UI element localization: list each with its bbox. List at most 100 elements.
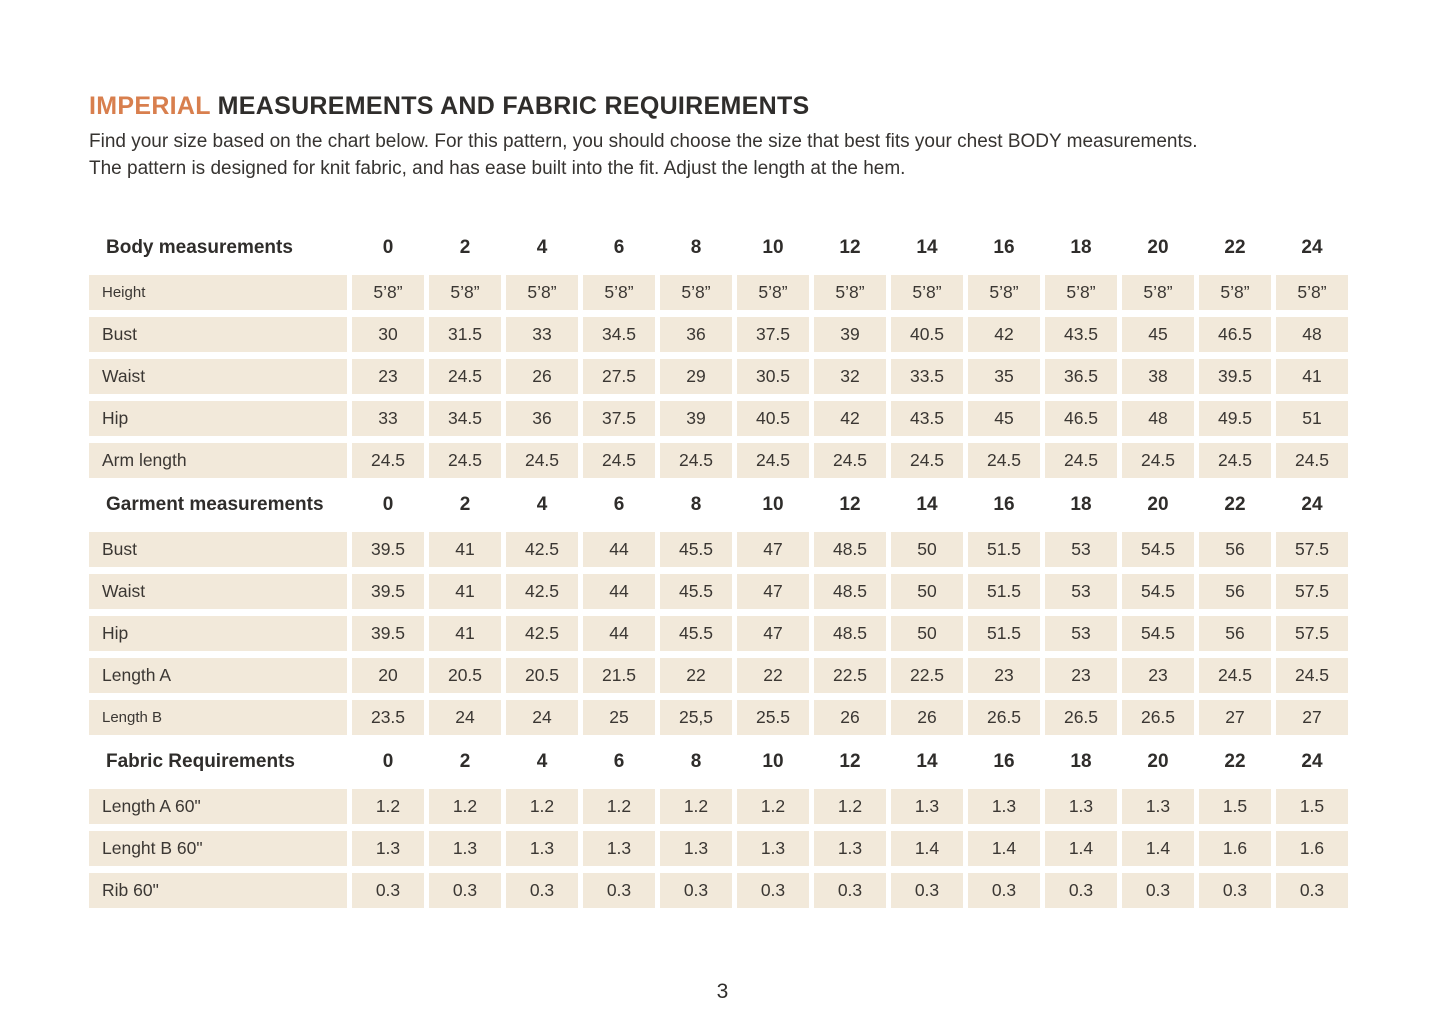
value-cell: 0.3 (1045, 873, 1117, 908)
size-column-header: 22 (1224, 237, 1246, 258)
size-column-header: 2 (459, 751, 471, 772)
value-cell: 1.5 (1276, 789, 1348, 824)
value-cell: 56 (1199, 574, 1271, 609)
value-cell: 47 (737, 616, 809, 651)
value-cell: 41 (429, 616, 501, 651)
value-cell: 46.5 (1045, 401, 1117, 436)
section-header-row-2: Fabric Requirements 0 2 4 6 8 10 12 14 16 18 20 22 24 (89, 742, 1348, 782)
row-label: Rib 60" (89, 873, 347, 908)
value-cell: 51.5 (968, 532, 1040, 567)
value-cell: 0.3 (1276, 873, 1348, 908)
table-row: Arm length 24.5 24.5 24.5 24.5 24.5 24.5 24.5 24… (89, 443, 1348, 478)
size-column-header: 8 (690, 751, 702, 772)
value-cell: 48 (1122, 401, 1194, 436)
value-cell: 5’8” (506, 275, 578, 310)
value-cell: 39.5 (352, 574, 424, 609)
value-cell: 31.5 (429, 317, 501, 352)
table-row: Length A 20 20.5 20.5 21.5 22 22 22.5 22.5 23 23 23… (89, 658, 1348, 693)
size-column-header: 18 (1070, 751, 1092, 772)
value-cell: 1.3 (429, 831, 501, 866)
value-cell: 51.5 (968, 574, 1040, 609)
size-column-header: 4 (536, 237, 548, 258)
value-cell: 5’8” (352, 275, 424, 310)
value-cell: 1.2 (352, 789, 424, 824)
value-cell: 54.5 (1122, 616, 1194, 651)
value-cell: 0.3 (737, 873, 809, 908)
value-cell: 23 (1045, 658, 1117, 693)
value-cell: 24.5 (506, 443, 578, 478)
size-column-header: 6 (613, 494, 625, 515)
value-cell: 20.5 (506, 658, 578, 693)
section-header-label: Fabric Requirements (106, 751, 295, 772)
intro-line-1: Find your size based on the chart below.… (89, 131, 1198, 152)
value-cell: 47 (737, 574, 809, 609)
size-column-header: 4 (536, 751, 548, 772)
value-cell: 5’8” (429, 275, 501, 310)
table-row: Bust 30 31.5 33 34.5 36 37.5 39 40.5 42 43.5 45 46.5… (89, 317, 1348, 352)
value-cell: 45.5 (660, 574, 732, 609)
value-cell: 1.4 (968, 831, 1040, 866)
value-cell: 0.3 (1122, 873, 1194, 908)
value-cell: 53 (1045, 532, 1117, 567)
size-column-header: 24 (1301, 751, 1323, 772)
value-cell: 47 (737, 532, 809, 567)
value-cell: 24.5 (352, 443, 424, 478)
value-cell: 26 (891, 700, 963, 735)
value-cell: 48.5 (814, 616, 886, 651)
page-title-accent: IMPERIAL (89, 92, 211, 120)
value-cell: 5’8” (814, 275, 886, 310)
value-cell: 23 (968, 658, 1040, 693)
size-column-header: 10 (762, 751, 784, 772)
value-cell: 1.2 (506, 789, 578, 824)
size-column-header: 12 (839, 237, 861, 258)
table-row: Hip 33 34.5 36 37.5 39 40.5 42 43.5 45 46.5 48 49.5 5… (89, 401, 1348, 436)
size-column-header: 14 (916, 237, 938, 258)
value-cell: 27 (1199, 700, 1271, 735)
value-cell: 24.5 (968, 443, 1040, 478)
value-cell: 29 (660, 359, 732, 394)
row-label: Waist (89, 574, 347, 609)
size-table: Body measurements 0 2 4 6 8 10 12 14 16 18 20 22 24 He… (89, 228, 1348, 908)
value-cell: 0.3 (660, 873, 732, 908)
value-cell: 25,5 (660, 700, 732, 735)
value-cell: 22 (737, 658, 809, 693)
value-cell: 5’8” (1122, 275, 1194, 310)
table-row: Waist 23 24.5 26 27.5 29 30.5 32 33.5 35 36.5 38 39.… (89, 359, 1348, 394)
value-cell: 45.5 (660, 532, 732, 567)
value-cell: 1.2 (814, 789, 886, 824)
section-header-row-1: Garment measurements 0 2 4 6 8 10 12 14 16 18 20 22 2… (89, 485, 1348, 525)
value-cell: 45 (968, 401, 1040, 436)
value-cell: 26 (506, 359, 578, 394)
value-cell: 26 (814, 700, 886, 735)
size-column-header: 0 (382, 751, 394, 772)
table-row: Length A 60" 1.2 1.2 1.2 1.2 1.2 1.2 1.2 1.3 1.3 1… (89, 789, 1348, 824)
value-cell: 38 (1122, 359, 1194, 394)
value-cell: 0.3 (506, 873, 578, 908)
value-cell: 1.4 (891, 831, 963, 866)
section-header-row-0: Body measurements 0 2 4 6 8 10 12 14 16 18 20 22 24 (89, 228, 1348, 268)
value-cell: 25.5 (737, 700, 809, 735)
value-cell: 33 (506, 317, 578, 352)
value-cell: 24.5 (737, 443, 809, 478)
value-cell: 1.3 (352, 831, 424, 866)
value-cell: 24.5 (1276, 658, 1348, 693)
size-column-header: 16 (993, 494, 1015, 515)
value-cell: 33.5 (891, 359, 963, 394)
value-cell: 43.5 (1045, 317, 1117, 352)
value-cell: 39.5 (352, 616, 424, 651)
value-cell: 1.3 (583, 831, 655, 866)
size-column-header: 24 (1301, 237, 1323, 258)
value-cell: 26.5 (968, 700, 1040, 735)
value-cell: 40.5 (891, 317, 963, 352)
table-row: Length B 23.5 24 24 25 25,5 25.5 26 26 26.5 26.5 26… (89, 700, 1348, 735)
value-cell: 22 (660, 658, 732, 693)
value-cell: 0.3 (352, 873, 424, 908)
table-row: Rib 60" 0.3 0.3 0.3 0.3 0.3 0.3 0.3 0.3 0.3 0.3 0.3… (89, 873, 1348, 908)
value-cell: 24.5 (429, 443, 501, 478)
value-cell: 44 (583, 616, 655, 651)
value-cell: 24.5 (814, 443, 886, 478)
value-cell: 41 (429, 532, 501, 567)
value-cell: 45 (1122, 317, 1194, 352)
value-cell: 1.3 (660, 831, 732, 866)
value-cell: 51 (1276, 401, 1348, 436)
